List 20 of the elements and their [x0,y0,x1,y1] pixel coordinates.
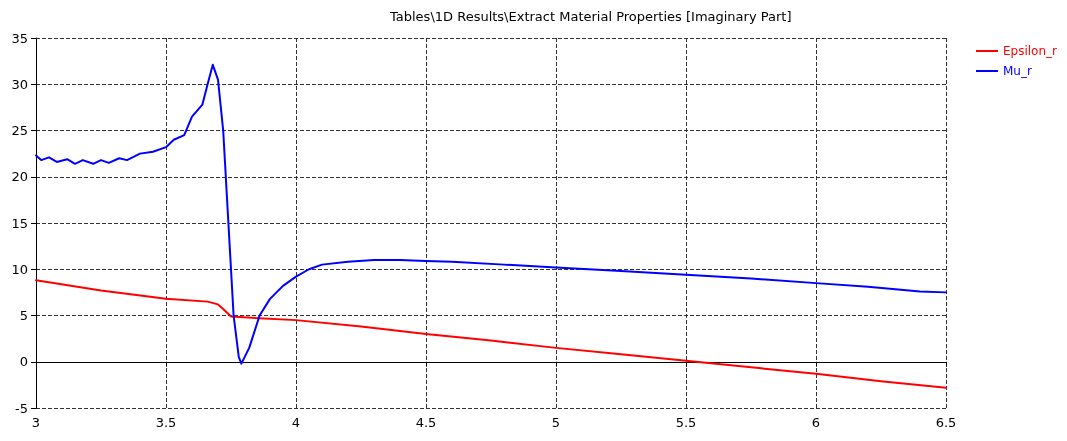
y-tick-label: 20 [11,169,28,185]
y-tick-label: 15 [11,215,28,231]
x-tick-label: 5 [551,415,561,430]
x-tick-label: 5.5 [675,415,697,430]
x-tick-label: 3 [31,415,41,430]
x-tick-label: 6.5 [935,415,957,430]
y-tick-label: 35 [11,30,28,46]
y-tick-label: 5 [19,308,28,323]
legend-label: Epsilon_r [1003,44,1058,58]
y-tick-label: 0 [19,354,28,370]
legend-label: Mu_r [1003,64,1032,78]
chart-title: Tables\1D Results\Extract Material Properties [Imaginary Part] [389,9,792,24]
y-tick-label: 10 [11,261,28,277]
x-tick-label: 3.5 [155,415,177,430]
x-tick-label: 4.5 [415,415,437,430]
x-tick-label: 4 [291,415,301,430]
y-tick-label: 30 [11,76,28,92]
y-tick-label: 25 [11,123,28,138]
x-tick-label: 6 [811,415,821,430]
y-tick-label: -5 [15,400,28,416]
